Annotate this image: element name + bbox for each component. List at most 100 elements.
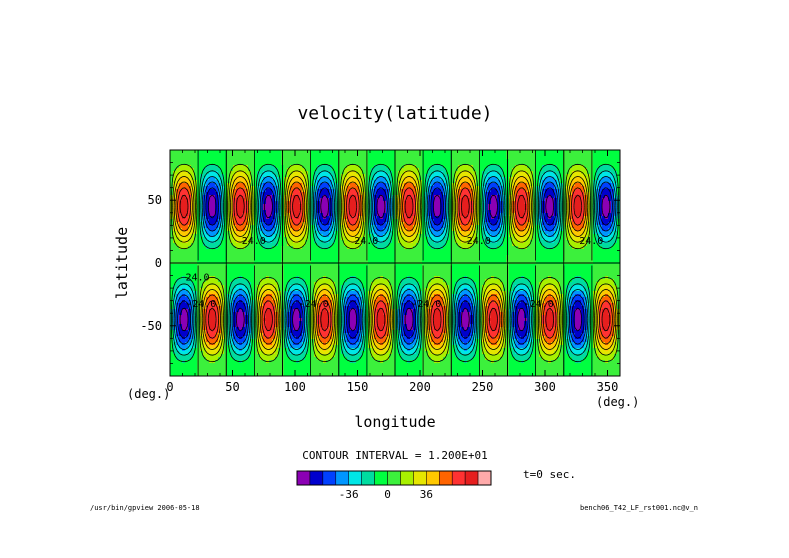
field-cell [218,240,222,244]
field-cell [176,249,180,253]
field-cell [197,231,201,235]
field-cell [266,198,270,202]
field-cell [362,180,366,184]
field-cell [305,231,309,235]
field-cell [221,195,225,199]
field-cell [377,219,381,223]
field-cell [440,243,444,247]
field-cell [557,186,561,190]
field-cell [569,162,573,166]
field-cell [431,195,435,199]
field-cell [413,243,417,247]
field-cell [488,156,492,160]
field-cell [377,186,381,190]
field-cell [239,231,243,235]
field-cell [314,183,318,187]
field-cell [185,237,189,241]
field-cell [599,210,603,214]
field-cell [515,180,519,184]
field-cell [275,174,279,178]
field-cell [605,177,609,181]
field-cell [317,174,321,178]
field-cell [419,246,423,250]
field-cell [560,237,564,241]
field-cell [581,156,585,160]
field-cell [605,237,609,241]
field-cell [200,240,204,244]
field-cell [566,234,570,238]
field-cell [614,234,618,238]
field-cell [176,168,180,172]
field-cell [608,198,612,202]
field-cell [521,213,525,217]
field-cell [479,159,483,163]
field-cell [533,162,537,166]
field-cell [575,165,579,169]
field-cell [434,207,438,211]
field-cell [371,153,375,157]
field-cell [575,183,579,187]
field-cell [398,189,402,193]
field-cell [317,240,321,244]
field-cell [575,207,579,211]
field-cell [326,243,330,247]
field-cell [290,189,294,193]
field-cell [374,156,378,160]
field-cell [188,168,192,172]
field-cell [266,231,270,235]
field-cell [401,150,405,154]
field-cell [308,243,312,247]
field-cell [173,237,177,241]
field-cell [599,240,603,244]
field-cell [359,192,363,196]
field-cell [302,204,306,208]
field-cell [347,180,351,184]
field-cell [209,174,213,178]
field-cell [422,162,426,166]
field-cell [230,192,234,196]
field-cell [593,222,597,226]
field-cell [617,159,620,163]
field-cell [254,183,258,187]
field-cell [443,177,447,181]
field-cell [368,183,372,187]
field-cell [539,210,543,214]
field-cell [575,222,579,226]
field-cell [200,177,204,181]
field-cell [434,183,438,187]
field-cell [245,168,249,172]
field-cell [182,183,186,187]
field-cell [404,180,408,184]
field-cell [197,168,201,172]
field-cell [344,198,348,202]
field-cell [242,165,246,169]
field-cell [356,234,360,238]
field-cell [482,243,486,247]
field-cell [296,195,300,199]
field-cell [401,243,405,247]
field-cell [569,237,573,241]
field-cell [455,153,459,157]
field-cell [296,234,300,238]
field-cell [320,156,324,160]
field-cell [473,171,477,175]
field-cell [431,186,435,190]
field-cell [266,156,270,160]
field-cell [185,159,189,163]
field-cell [569,189,573,193]
field-cell [224,234,228,238]
field-cell [413,219,417,223]
field-cell [596,219,600,223]
field-cell [380,168,384,172]
field-cell [515,213,519,217]
field-cell [338,222,342,226]
field-cell [398,153,402,157]
field-cell [611,240,615,244]
field-cell [224,174,228,178]
field-cell [389,192,393,196]
field-cell [452,150,456,154]
field-cell [206,210,210,214]
field-cell [404,216,408,220]
field-cell [266,222,270,226]
field-cell [500,153,504,157]
